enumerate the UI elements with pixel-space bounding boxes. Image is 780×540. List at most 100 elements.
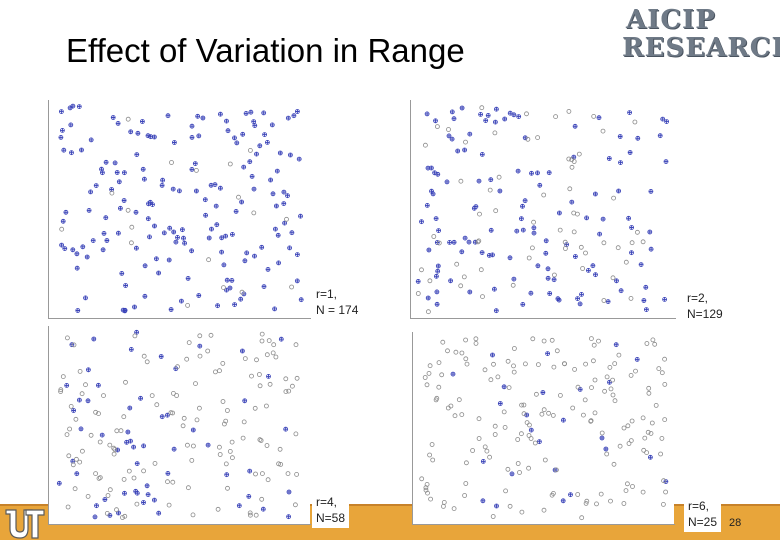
sleeping-node-marker	[184, 442, 190, 448]
active-node-marker	[147, 234, 152, 240]
sleeping-node-marker	[534, 391, 539, 397]
sleeping-node-marker	[152, 460, 158, 466]
sleeping-node-marker	[557, 393, 563, 398]
active-node-marker	[424, 203, 430, 208]
sleeping-node-marker	[193, 168, 199, 173]
sleeping-node-marker	[431, 234, 437, 239]
sleeping-node-marker	[247, 148, 253, 153]
active-node-marker	[537, 439, 542, 445]
active-node-marker	[643, 284, 649, 290]
active-node-marker	[68, 122, 74, 128]
active-node-marker	[152, 134, 157, 140]
active-node-marker	[56, 480, 62, 486]
sleeping-node-marker	[72, 486, 78, 492]
sleeping-node-marker	[445, 348, 450, 354]
sleeping-node-marker	[171, 391, 176, 396]
active-node-marker	[134, 152, 140, 157]
active-node-marker	[208, 182, 214, 188]
active-node-marker	[246, 493, 252, 499]
sleeping-node-marker	[440, 503, 446, 509]
sleeping-node-marker	[590, 358, 596, 364]
active-node-marker	[86, 367, 91, 373]
scatter-panel-r1	[48, 100, 311, 319]
sleeping-node-marker	[434, 395, 440, 401]
sleeping-node-marker	[193, 381, 198, 386]
sleeping-node-marker	[197, 353, 203, 359]
sleeping-node-marker	[190, 443, 196, 449]
sleeping-node-marker	[221, 285, 226, 291]
sleeping-node-marker	[617, 443, 623, 449]
active-node-marker	[75, 308, 81, 313]
sleeping-node-marker	[551, 272, 557, 278]
sleeping-node-marker	[562, 246, 568, 251]
sleeping-node-marker	[541, 407, 547, 413]
sleeping-node-marker	[659, 436, 665, 441]
active-node-marker	[167, 225, 173, 231]
sleeping-node-marker	[88, 432, 94, 438]
sleeping-node-marker	[265, 477, 271, 483]
active-node-marker	[189, 248, 195, 254]
sleeping-node-marker	[208, 332, 214, 338]
panel-label-r4-count: N=58	[316, 511, 346, 525]
sleeping-node-marker	[422, 375, 428, 380]
sleeping-node-marker	[236, 194, 241, 200]
sleeping-node-marker	[477, 211, 482, 217]
sleeping-node-marker	[80, 448, 85, 454]
sleeping-node-marker	[427, 363, 433, 369]
active-node-marker	[547, 291, 553, 296]
sleeping-node-marker	[511, 363, 516, 369]
sleeping-node-marker	[521, 411, 527, 417]
active-node-marker	[165, 470, 171, 476]
active-node-marker	[175, 234, 180, 240]
sleeping-node-marker	[196, 405, 202, 411]
sleeping-node-marker	[221, 421, 227, 427]
active-node-marker	[124, 439, 129, 445]
sleeping-node-marker	[257, 383, 263, 389]
active-node-marker	[607, 379, 612, 385]
scatter-plot-r6	[419, 336, 669, 521]
sleeping-node-marker	[650, 337, 656, 343]
active-node-marker	[96, 382, 101, 388]
active-node-marker	[227, 285, 233, 291]
sleeping-node-marker	[109, 190, 115, 196]
active-node-marker	[247, 468, 253, 474]
sleeping-node-marker	[293, 342, 299, 348]
sleeping-node-marker	[126, 468, 132, 474]
active-node-marker	[125, 429, 131, 435]
active-node-marker	[58, 135, 64, 140]
sleeping-node-marker	[73, 416, 79, 422]
active-node-marker	[189, 123, 195, 129]
active-node-marker	[100, 247, 106, 253]
active-node-marker	[296, 156, 302, 162]
sleeping-node-marker	[180, 423, 186, 429]
active-node-marker	[131, 444, 136, 450]
active-node-marker	[529, 170, 534, 176]
active-node-marker	[618, 288, 624, 294]
sleeping-node-marker	[427, 452, 433, 458]
active-node-marker	[432, 170, 438, 176]
sleeping-node-marker	[263, 403, 269, 409]
active-node-marker	[247, 159, 253, 165]
active-node-marker	[616, 188, 622, 194]
sleeping-node-marker	[482, 444, 488, 450]
sleeping-node-marker	[165, 479, 170, 485]
sleeping-node-marker	[569, 164, 575, 170]
panel-label-r6: r=6, N=25	[684, 496, 722, 532]
active-node-marker	[244, 250, 250, 256]
sleeping-node-marker	[491, 361, 496, 367]
sleeping-node-marker	[197, 333, 203, 339]
sleeping-node-marker	[501, 409, 507, 415]
active-node-marker	[493, 308, 499, 314]
sleeping-node-marker	[519, 431, 524, 437]
sleeping-node-marker	[611, 195, 617, 201]
sleeping-node-marker	[266, 338, 272, 344]
active-node-marker	[663, 159, 669, 164]
active-node-marker	[116, 179, 122, 185]
sleeping-node-marker	[464, 460, 469, 466]
sleeping-node-marker	[71, 342, 77, 348]
sleeping-node-marker	[656, 366, 662, 371]
active-node-marker	[165, 412, 170, 418]
active-node-marker	[577, 301, 583, 307]
sleeping-node-marker	[610, 392, 616, 398]
active-node-marker	[119, 270, 125, 276]
